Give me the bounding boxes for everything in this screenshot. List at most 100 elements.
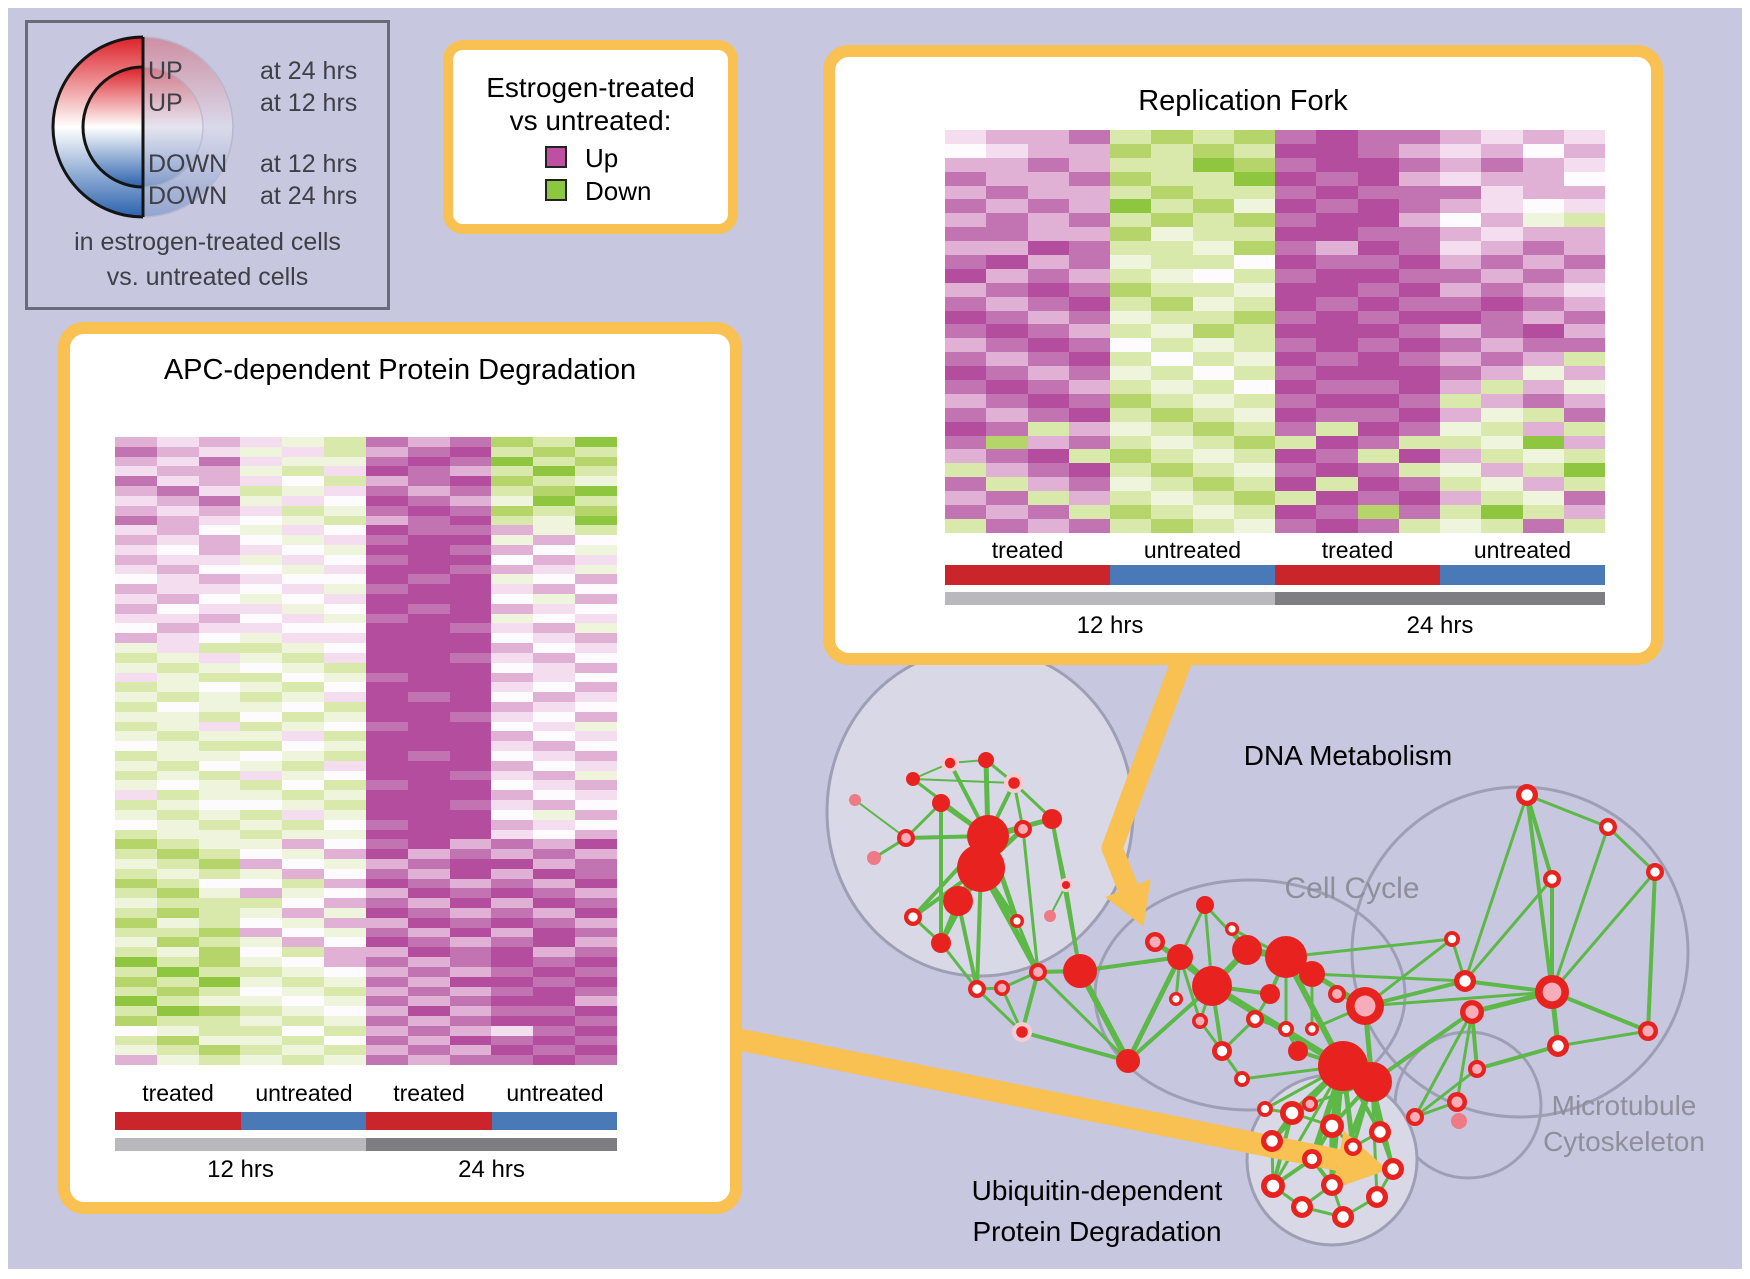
- heatmap-cell: [1316, 227, 1358, 242]
- heatmap-cell: [156, 1045, 199, 1056]
- down-swatch-icon: [545, 179, 567, 201]
- heatmap-cell: [407, 692, 450, 702]
- heatmap-cell: [240, 731, 283, 742]
- heatmap-cell: [1275, 324, 1317, 339]
- heatmap-cell: [324, 770, 366, 781]
- heatmap-cell: [491, 849, 534, 859]
- heatmap-cell: [1192, 227, 1234, 242]
- heatmap-cell: [1275, 143, 1317, 158]
- heatmap-cell: [240, 584, 283, 594]
- heatmap-cell: [156, 525, 199, 536]
- heatmap-cell: [986, 324, 1028, 339]
- network-node-core: [997, 983, 1007, 993]
- heatmap-cell: [986, 352, 1028, 367]
- heatmap-cell: [986, 130, 1028, 144]
- heatmap-cell: [1110, 143, 1152, 158]
- network-edge: [1525, 793, 1554, 881]
- heatmap-cell: [533, 878, 576, 889]
- heatmap-cell: [1233, 324, 1275, 339]
- heatmap-cell: [282, 908, 325, 918]
- heatmap-cell: [365, 957, 408, 967]
- heatmap-row: [115, 829, 617, 840]
- heatmap-row: [945, 463, 1605, 478]
- heatmap-cell: [533, 996, 576, 1007]
- heatmap-cell: [365, 790, 408, 801]
- heatmap-cell: [240, 966, 283, 977]
- heatmap-cell: [1151, 268, 1193, 283]
- heatmap-cell: [491, 594, 534, 604]
- untreated-bar-segment: [491, 1112, 617, 1130]
- heatmap-cell: [407, 927, 450, 938]
- legend-footer-1: in estrogen-treated cells: [74, 228, 341, 256]
- heatmap-cell: [1110, 338, 1152, 353]
- heatmap-cell: [575, 908, 617, 918]
- heatmap-cell: [449, 937, 492, 948]
- heatmap-cell: [1151, 352, 1193, 367]
- heatmap-cell: [491, 868, 534, 879]
- heatmap-cell: [407, 584, 450, 594]
- heatmap-cell: [198, 908, 241, 918]
- heatmap-cell: [115, 888, 157, 899]
- heatmap-cell: [491, 927, 534, 938]
- heatmap-cell: [240, 760, 283, 771]
- heatmap-cell: [1151, 171, 1193, 186]
- heatmap-cell: [1275, 463, 1317, 478]
- heatmap-cell: [1275, 199, 1317, 214]
- heatmap-cell: [1027, 213, 1069, 228]
- network-edge: [1363, 990, 1554, 1008]
- heatmap-cell: [1151, 227, 1193, 242]
- apc-treatment-bar: [115, 1112, 617, 1130]
- heatmap-cell: [282, 731, 325, 742]
- heatmap-cell: [1192, 477, 1234, 492]
- heatmap-cell: [1068, 130, 1110, 144]
- heatmap-cell: [1563, 324, 1605, 339]
- heatmap-cell: [1192, 393, 1234, 408]
- heatmap-cell: [115, 908, 157, 918]
- heatmap-cell: [986, 491, 1028, 506]
- heatmap-cell: [240, 515, 283, 526]
- heatmap-cell: [1481, 338, 1523, 353]
- heatmap-cell: [1151, 282, 1193, 297]
- heatmap-cell: [533, 584, 576, 594]
- heatmap-cell: [1357, 352, 1399, 367]
- heatmap-cell: [1357, 227, 1399, 242]
- network-node: [1232, 935, 1262, 965]
- heatmap-cell: [324, 515, 366, 526]
- heatmap-cell: [1110, 296, 1152, 311]
- network-node-core: [1228, 925, 1236, 933]
- heatmap-cell: [491, 966, 534, 977]
- heatmap-cell: [115, 623, 157, 634]
- network-node: [906, 772, 920, 786]
- heatmap-cell: [1316, 213, 1358, 228]
- network-node-core: [1374, 1126, 1386, 1138]
- heatmap-cell: [1233, 171, 1275, 186]
- heatmap-cell: [1398, 393, 1440, 408]
- heatmap-cell: [407, 495, 450, 506]
- heatmap-cell: [449, 947, 492, 958]
- heatmap-cell: [945, 505, 987, 519]
- heatmap-cell: [1027, 407, 1069, 422]
- heatmap-cell: [365, 652, 408, 663]
- heatmap-cell: [1233, 157, 1275, 172]
- heatmap-cell: [407, 1055, 450, 1065]
- heatmap-cell: [1068, 393, 1110, 408]
- heatmap-cell: [575, 711, 617, 722]
- heatmap-cell: [1027, 518, 1069, 533]
- heatmap-cell: [115, 446, 157, 457]
- heatmap-cell: [1357, 213, 1399, 228]
- heatmap-cell: [533, 623, 576, 634]
- heatmap-cell: [1068, 185, 1110, 200]
- heatmap-row: [115, 662, 617, 673]
- network-node-core: [1387, 1163, 1399, 1175]
- heatmap-cell: [1440, 241, 1482, 256]
- heatmap-cell: [115, 1045, 157, 1056]
- cluster-label-ubiquitin: Ubiquitin-dependent Protein Degradation: [947, 1170, 1247, 1252]
- network-node: [1260, 984, 1280, 1004]
- microtubule-label-line1: Microtubule: [1551, 1090, 1697, 1121]
- network-node-core: [1237, 1074, 1247, 1084]
- heatmap-cell: [1563, 477, 1605, 492]
- heatmap-cell: [1398, 477, 1440, 492]
- heatmap-cell: [407, 917, 450, 928]
- heatmap-row: [115, 947, 617, 958]
- heatmap-cell: [1563, 421, 1605, 436]
